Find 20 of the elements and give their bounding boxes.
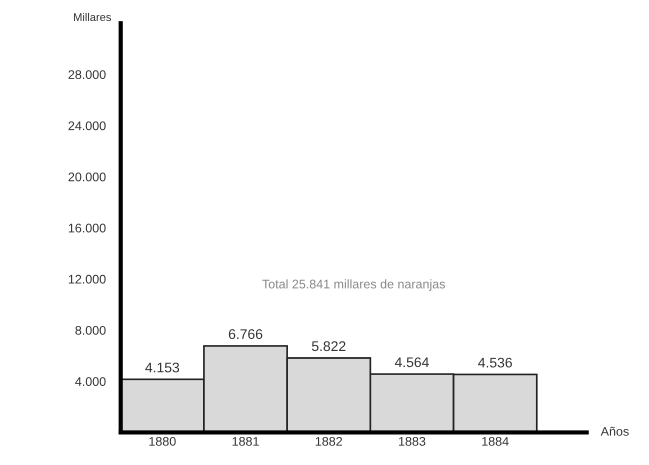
y-tick-label: 12.000 — [68, 274, 106, 284]
y-tick-label: 4.000 — [75, 377, 106, 386]
data-label: 5.822 — [312, 341, 346, 352]
y-tick-label: 20.000 — [68, 172, 106, 182]
x-tick-label: 1883 — [399, 436, 426, 446]
y-tick-label: 16.000 — [68, 224, 106, 232]
data-label: 6.766 — [228, 329, 262, 340]
y-tick-label: 8.000 — [75, 326, 106, 335]
data-label: 4.564 — [394, 357, 429, 368]
data-label: 4.153 — [145, 362, 180, 372]
x-tick-label: 1880 — [149, 436, 176, 446]
annotation: Total 25.841 millares de naranjas — [262, 279, 445, 291]
y-tick-label: 24.000 — [68, 121, 106, 130]
x-tick-label: 1881 — [232, 436, 259, 446]
x-tick-label: 1882 — [316, 436, 342, 446]
y-tick-label: 28.000 — [68, 70, 106, 80]
x-axis-title: Años — [600, 426, 629, 436]
y-axis-title: Millares — [74, 12, 111, 22]
data-label: 4.536 — [478, 358, 512, 368]
x-tick-label: 1884 — [482, 436, 509, 446]
